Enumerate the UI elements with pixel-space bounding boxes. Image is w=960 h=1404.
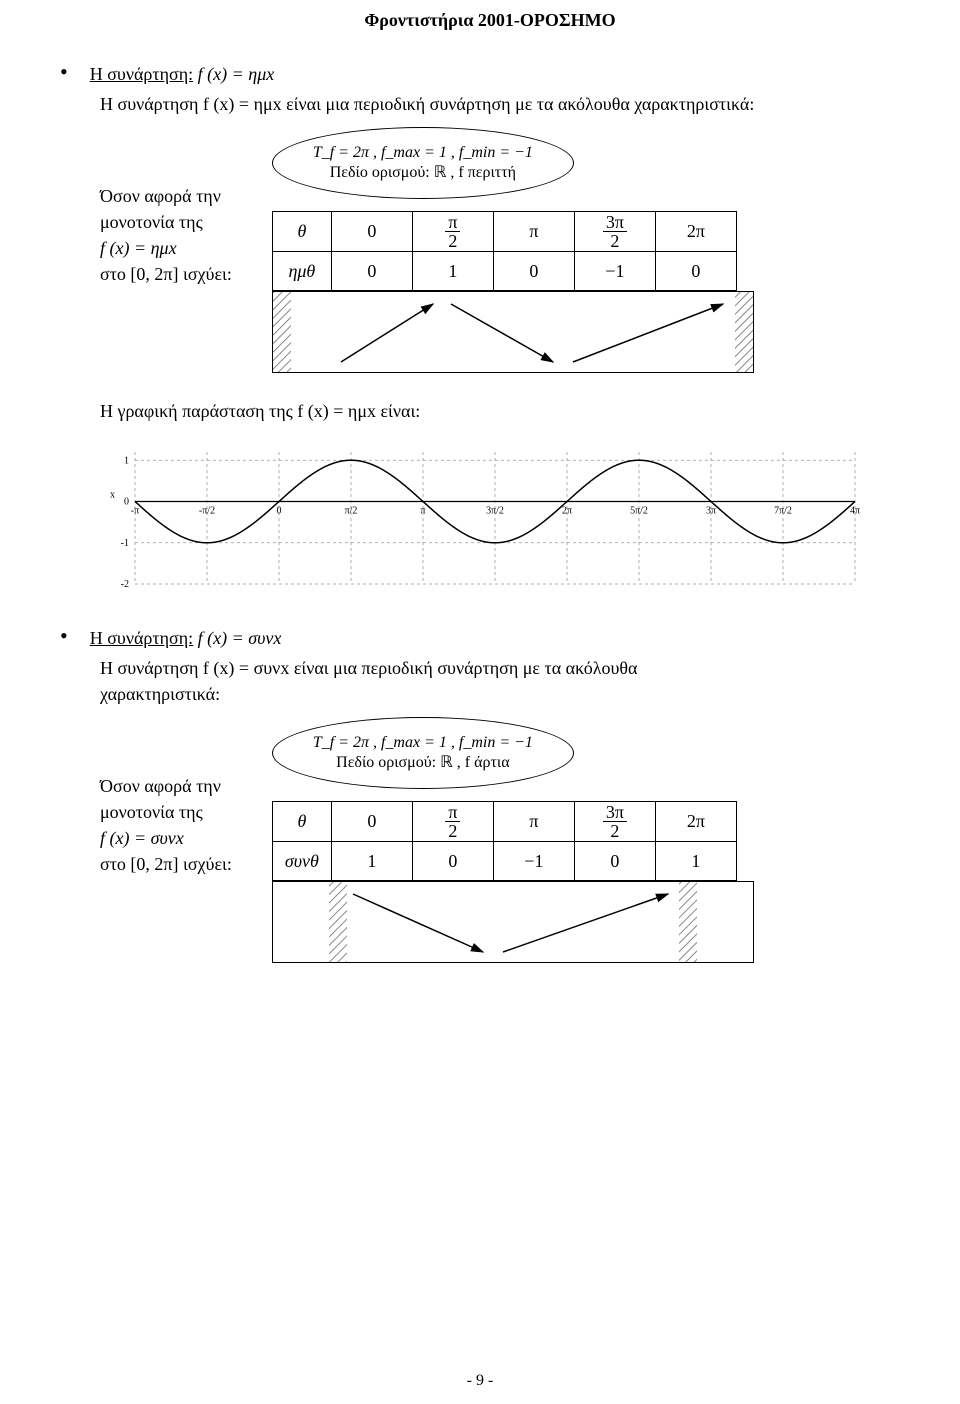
sin-graph-caption: Η γραφική παράσταση της f (x) = ημx είνα… [100, 398, 880, 424]
cos-left-l2: μονοτονία της [100, 799, 232, 825]
cos-t-r1c4: π [493, 802, 574, 842]
cos-left-l4: στο [0, 2π] ισχύει: [100, 851, 232, 877]
cos-title: Η συνάρτηση: f (x) = συνx [90, 625, 282, 651]
svg-text:2π: 2π [562, 506, 572, 517]
cos-t-r1c6: 2π [655, 802, 736, 842]
cos-ellipse: T_f = 2π , f_max = 1 , f_min = −1 Πεδίο … [272, 717, 574, 789]
cos-t-r1c5: 3π2 [574, 802, 655, 842]
svg-text:3π/2: 3π/2 [486, 506, 504, 517]
cos-t-r2c2: 1 [331, 842, 412, 881]
svg-text:5π/2: 5π/2 [630, 506, 648, 517]
cos-t-r1c2: 0 [331, 802, 412, 842]
table-row: θ 0 π2 π 3π2 2π [272, 212, 736, 252]
cos-title-expr: f (x) = συνx [198, 628, 282, 648]
sin-t-r2c2: 0 [331, 252, 412, 291]
sin-t-r2c1: ημθ [272, 252, 331, 291]
cos-ellipse-l1: T_f = 2π , f_max = 1 , f_min = −1 [313, 733, 533, 753]
cos-t-r2c6: 1 [655, 842, 736, 881]
cos-t-r2c1: συνθ [272, 842, 331, 881]
cos-intro2: χαρακτηριστικά: [100, 681, 880, 707]
sin-left-l1: Όσον αφορά την [100, 183, 232, 209]
svg-text:3π: 3π [706, 506, 716, 517]
sin-graph: -π -π/2 0 π/2 π 3π/2 2π 5π/2 3π 7π/2 4π 1 0 -1 -2 x [100, 442, 860, 602]
sin-title: Η συνάρτηση: f (x) = ημx [90, 61, 275, 87]
cos-arrow-diagram [272, 881, 754, 963]
sin-ellipse-l1: T_f = 2π , f_max = 1 , f_min = −1 [313, 143, 533, 163]
sin-t-r1c4: π [493, 212, 574, 252]
sin-title-label: Η συνάρτηση: [90, 64, 193, 84]
cos-section: • Η συνάρτηση: f (x) = συνx Η συνάρτηση … [100, 625, 880, 968]
sin-title-expr: f (x) = ημx [198, 64, 275, 84]
svg-text:0: 0 [124, 497, 129, 508]
sin-left-text: Όσον αφορά την μονοτονία της f (x) = ημx… [100, 127, 232, 287]
svg-text:0: 0 [277, 506, 282, 517]
svg-text:1: 1 [124, 455, 129, 466]
svg-text:-1: -1 [121, 538, 129, 549]
cos-left-l3: f (x) = συνx [100, 825, 232, 851]
sin-left-l2: μονοτονία της [100, 209, 232, 235]
svg-text:7π/2: 7π/2 [774, 506, 792, 517]
sin-t-r2c4: 0 [493, 252, 574, 291]
table-row: ημθ 0 1 0 −1 0 [272, 252, 736, 291]
sin-t-r2c6: 0 [655, 252, 736, 291]
sin-ellipse: T_f = 2π , f_max = 1 , f_min = −1 Πεδίο … [272, 127, 574, 199]
cos-table: θ 0 π2 π 3π2 2π συνθ 1 0 −1 0 1 [272, 801, 737, 881]
svg-text:4π: 4π [850, 506, 860, 517]
cos-intro: Η συνάρτηση f (x) = συνx είναι μια περιο… [100, 655, 880, 681]
cos-t-r1c3: π2 [412, 802, 493, 842]
page-header: Φροντιστήρια 2001-ΟΡΟΣΗΜΟ [100, 10, 880, 31]
sin-arrow-diagram [272, 291, 754, 373]
sin-t-r1c3: π2 [412, 212, 493, 252]
cos-t-r2c3: 0 [412, 842, 493, 881]
sin-t-r1c1: θ [272, 212, 331, 252]
page-number: - 9 - [0, 1372, 960, 1390]
cos-t-r2c5: 0 [574, 842, 655, 881]
sin-intro: Η συνάρτηση f (x) = ημx είναι μια περιοδ… [100, 91, 880, 117]
svg-text:π/2: π/2 [345, 506, 358, 517]
svg-text:π: π [420, 506, 425, 517]
sin-t-r1c6: 2π [655, 212, 736, 252]
cos-left-text: Όσον αφορά την μονοτονία της f (x) = συν… [100, 717, 232, 877]
sin-t-r2c3: 1 [412, 252, 493, 291]
cos-title-label: Η συνάρτηση: [90, 628, 193, 648]
cos-t-r2c4: −1 [493, 842, 574, 881]
sin-left-l3: f (x) = ημx [100, 235, 232, 261]
sin-left-l4: στο [0, 2π] ισχύει: [100, 261, 232, 287]
sin-t-r2c5: −1 [574, 252, 655, 291]
sin-t-r1c2: 0 [331, 212, 412, 252]
sin-section: • Η συνάρτηση: f (x) = ημx Η συνάρτηση f… [100, 61, 880, 607]
svg-text:-π: -π [131, 506, 139, 517]
cos-t-r1c1: θ [272, 802, 331, 842]
svg-text:-2: -2 [121, 579, 129, 590]
svg-text:-π/2: -π/2 [199, 506, 215, 517]
sin-table: θ 0 π2 π 3π2 2π ημθ 0 1 0 −1 0 [272, 211, 737, 291]
bullet-icon: • [60, 61, 68, 83]
svg-text:x: x [110, 490, 115, 501]
sin-ellipse-l2: Πεδίο ορισμού: ℝ , f περιττή [330, 163, 516, 183]
bullet-icon: • [60, 625, 68, 647]
sin-t-r1c5: 3π2 [574, 212, 655, 252]
cos-left-l1: Όσον αφορά την [100, 773, 232, 799]
cos-ellipse-l2: Πεδίο ορισμού: ℝ , f άρτια [336, 753, 509, 773]
table-row: θ 0 π2 π 3π2 2π [272, 802, 736, 842]
table-row: συνθ 1 0 −1 0 1 [272, 842, 736, 881]
